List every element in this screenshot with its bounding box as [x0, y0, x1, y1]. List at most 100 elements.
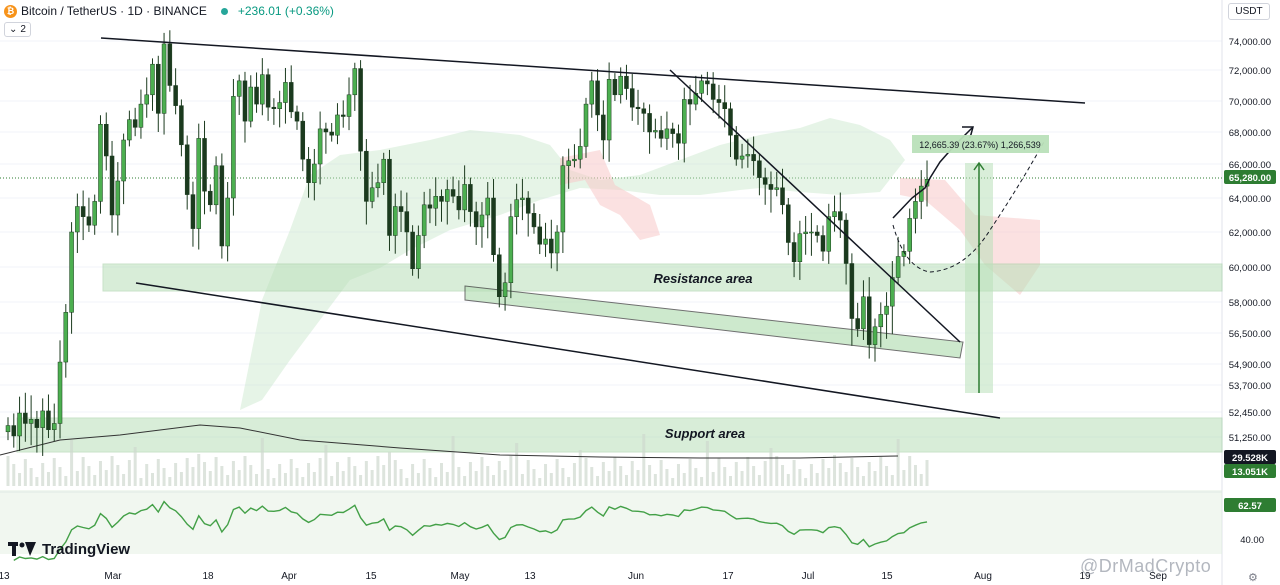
- bull-candle: [913, 201, 918, 219]
- bear-candle: [427, 204, 433, 209]
- bull-candle: [543, 238, 548, 245]
- bear-candle: [838, 211, 843, 221]
- volume-bar: [75, 471, 79, 486]
- volume-bar: [572, 463, 576, 486]
- bear-candle: [439, 196, 444, 202]
- bull-candle: [75, 206, 80, 233]
- bull-candle: [231, 96, 236, 199]
- bear-candle: [340, 114, 346, 117]
- volume-bar: [694, 468, 698, 486]
- bull-candle: [566, 160, 571, 166]
- volume-bar: [833, 455, 837, 486]
- bull-candle: [69, 231, 74, 313]
- volume-bar: [341, 471, 345, 486]
- volume-bar: [359, 475, 363, 486]
- bear-candle: [242, 80, 248, 122]
- volume-bar: [301, 477, 305, 486]
- bear-candle: [450, 189, 456, 197]
- volume-bar: [376, 456, 380, 486]
- volume-bar: [18, 473, 22, 486]
- bear-candle: [786, 204, 791, 243]
- volume-tag-bg: [1224, 464, 1276, 478]
- volume-bar: [231, 461, 235, 486]
- volume-bar: [619, 466, 623, 486]
- volume-bar: [255, 474, 259, 486]
- bull-candle: [375, 182, 381, 189]
- bear-candle: [635, 106, 641, 109]
- bear-candle: [791, 242, 797, 262]
- bull-candle: [121, 139, 126, 182]
- bull-candle: [63, 312, 69, 363]
- volume-bar: [781, 465, 785, 486]
- bear-candle: [855, 318, 860, 330]
- volume-ma-tag-bg: [1224, 450, 1276, 464]
- bear-candle: [814, 231, 820, 236]
- price-axis[interactable]: 74,000.00 72,000.00 70,000.00 68,000.00 66,0…: [1224, 37, 1276, 546]
- chevron-down-icon: ⌄: [9, 24, 18, 35]
- symbol-header[interactable]: ₿ Bitcoin / TetherUS · 1D · BINANCE +236…: [4, 3, 334, 19]
- volume-bar: [151, 473, 154, 486]
- bull-candle: [445, 189, 450, 202]
- volume-bar: [723, 467, 727, 486]
- volume-bar: [208, 471, 212, 486]
- volume-bar: [133, 447, 137, 486]
- volume-bar: [705, 441, 709, 486]
- resistance-area: [102, 263, 1223, 292]
- tradingview-label: TradingView: [42, 540, 131, 558]
- volume-bar: [387, 452, 391, 486]
- volume-bar: [584, 458, 588, 486]
- price-tick: 60,000.00: [1229, 263, 1271, 274]
- volume-bar: [260, 438, 264, 486]
- rsi-tick: 40.00: [1240, 535, 1264, 546]
- volume-bar: [353, 466, 357, 486]
- volume-bar: [734, 462, 738, 486]
- bull-candle: [312, 163, 317, 183]
- bull-candle: [283, 82, 288, 103]
- volume-bar: [399, 469, 403, 486]
- volume-bar: [769, 448, 773, 486]
- bull-candle: [832, 211, 837, 217]
- volume-bar: [648, 465, 652, 486]
- volume-bar: [145, 464, 149, 486]
- volume-bar: [347, 457, 351, 486]
- bear-candle: [86, 216, 92, 226]
- volume-bar: [653, 474, 657, 486]
- bear-candle: [473, 211, 479, 228]
- currency-selector[interactable]: USDT: [1228, 3, 1270, 20]
- volume-bar: [590, 467, 594, 486]
- volume-bar: [312, 472, 316, 486]
- volume-bar: [416, 473, 420, 486]
- settings-gear-icon[interactable]: ⚙: [1248, 572, 1258, 584]
- bear-candle: [156, 63, 161, 114]
- price-tick: 52,450.00: [1229, 408, 1271, 419]
- bull-candle: [144, 94, 149, 105]
- bull-candle: [236, 80, 242, 97]
- volume-bar: [740, 471, 744, 486]
- support-area: [16, 417, 1223, 453]
- bull-candle: [485, 197, 490, 216]
- bull-candle: [861, 296, 866, 330]
- time-axis[interactable]: 13 Mar 18 Apr 15 May 13 Jun 17 Jul 15 Aug 19 Sep: [0, 571, 1167, 582]
- measure-tool[interactable]: 12,665.39 (23.67%) 1,266,539: [912, 135, 1049, 393]
- bull-candle: [352, 68, 358, 96]
- date-tick: 17: [722, 571, 734, 582]
- volume-ma: [0, 424, 899, 459]
- volume-bar: [821, 459, 825, 486]
- volume-bar: [676, 464, 680, 486]
- volume-bar: [902, 470, 906, 486]
- bear-candle: [219, 165, 225, 247]
- bear-candle: [323, 128, 329, 133]
- indicators-toggle[interactable]: ⌄ 2: [4, 22, 31, 37]
- volume-bar: [913, 465, 917, 486]
- date-tick: 15: [365, 571, 377, 582]
- volume-bar: [324, 445, 328, 486]
- bear-candle: [358, 68, 363, 152]
- volume-bar: [896, 439, 900, 486]
- bull-candle: [745, 154, 751, 157]
- date-tick: Sep: [1149, 571, 1167, 582]
- cloud-green: [240, 118, 905, 410]
- volume-bar: [480, 457, 484, 486]
- volume-bar: [87, 466, 91, 486]
- date-tick: 15: [881, 571, 893, 582]
- arrowhead-icon: [962, 126, 974, 139]
